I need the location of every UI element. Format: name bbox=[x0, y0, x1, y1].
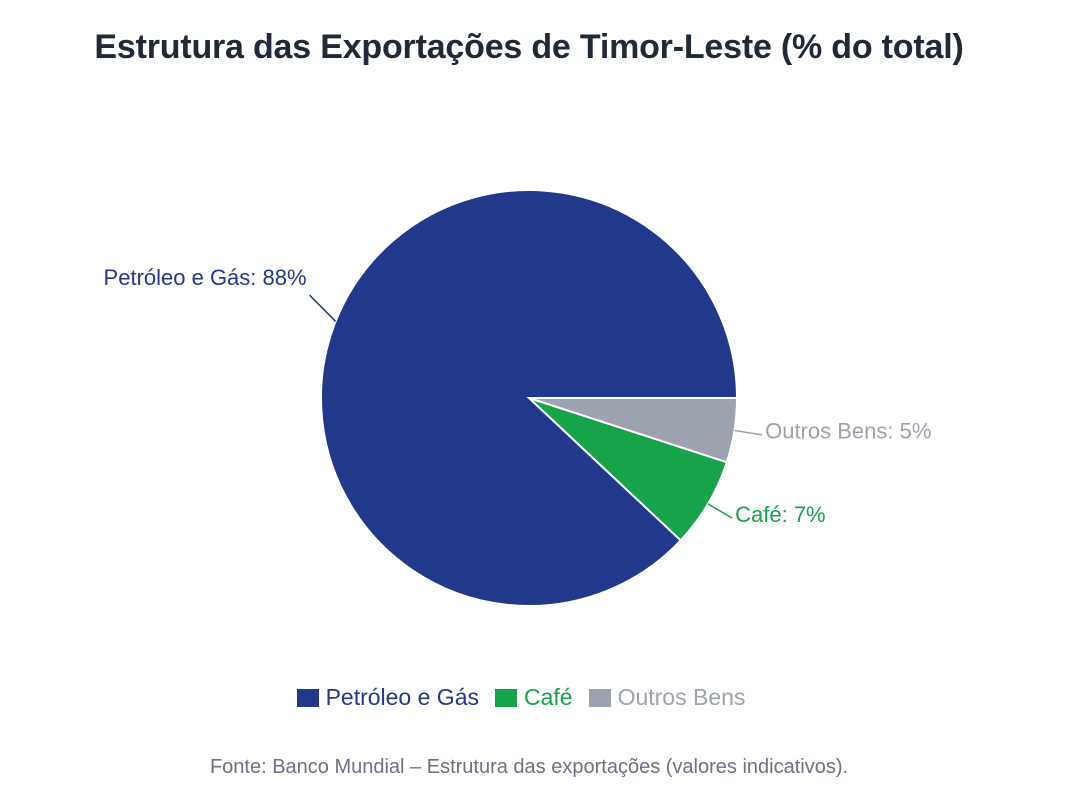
pie-slices bbox=[320, 189, 739, 607]
leader-line-petroleo-e-gas bbox=[309, 294, 337, 322]
legend-label-cafe: Café bbox=[523, 684, 573, 710]
chart-title: Estrutura das Exportações de Timor-Leste… bbox=[94, 28, 964, 66]
legend-swatch-outros-bens bbox=[588, 688, 611, 707]
legend-item-petroleo-e-gas[interactable]: Petróleo e Gás bbox=[296, 684, 479, 711]
legend-label-petroleo-e-gas: Petróleo e Gás bbox=[325, 684, 479, 710]
legend-label-outros-bens: Outros Bens bbox=[617, 684, 746, 710]
slice-label-petroleo-e-gas: Petróleo e Gás: 88% bbox=[104, 265, 307, 290]
legend-swatch-petroleo-e-gas bbox=[296, 688, 319, 707]
chart-legend: Petróleo e Gás Café Outros Bens bbox=[0, 684, 1042, 711]
slice-label-outros-bens: Outros Bens: 5% bbox=[765, 419, 931, 444]
leader-line-cafe bbox=[707, 503, 733, 519]
slice-label-cafe: Café: 7% bbox=[735, 502, 826, 527]
pie-slice-petroleo-e-gas[interactable] bbox=[320, 189, 739, 607]
legend-swatch-cafe bbox=[494, 688, 517, 707]
source-note: Fonte: Banco Mundial – Estrutura das exp… bbox=[209, 756, 849, 778]
legend-item-outros-bens[interactable]: Outros Bens bbox=[588, 684, 746, 711]
leader-line-outros-bens bbox=[734, 429, 763, 436]
label-leader-lines bbox=[309, 294, 763, 519]
legend-item-cafe[interactable]: Café bbox=[494, 684, 573, 711]
slice-labels: Petróleo e Gás: 88% Café: 7% Outros Bens… bbox=[104, 265, 932, 527]
